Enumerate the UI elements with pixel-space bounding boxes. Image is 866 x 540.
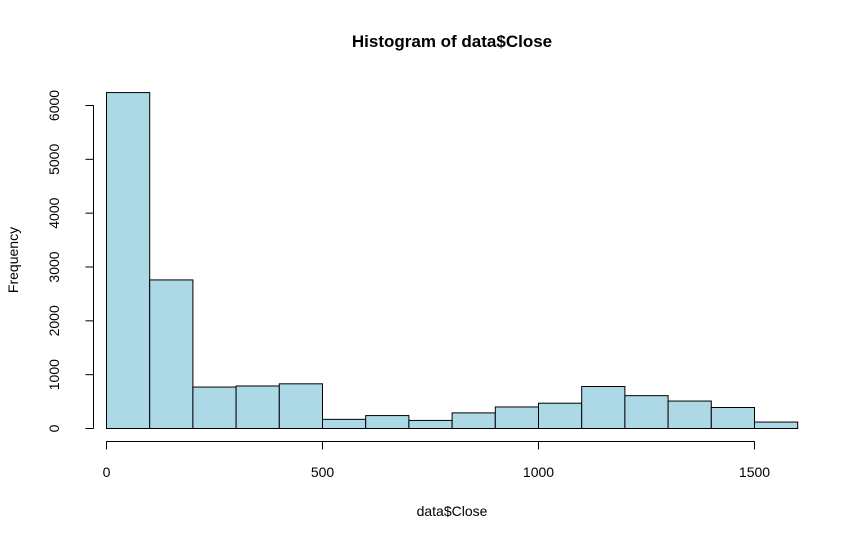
- histogram-bar-12: [624, 395, 669, 429]
- y-tick-label: 6000: [46, 90, 62, 121]
- x-axis-label: data$Close: [417, 503, 488, 519]
- histogram-bar-11: [581, 386, 626, 430]
- x-axis: 0 500 1000 1500: [103, 441, 770, 480]
- histogram-bar-13: [667, 400, 712, 430]
- chart-title: Histogram of data$Close: [352, 32, 552, 51]
- histogram-bar-3: [235, 385, 280, 430]
- x-tick-label: 0: [103, 464, 111, 480]
- histogram-bar-6: [365, 415, 410, 429]
- bars-group: [106, 92, 799, 430]
- histogram-bar-10: [538, 402, 583, 429]
- histogram-bar-14: [710, 407, 755, 430]
- y-tick-label: 2000: [46, 305, 62, 336]
- x-tick-label: 500: [311, 464, 335, 480]
- y-tick-label: 1000: [46, 359, 62, 390]
- histogram-bar-8: [451, 412, 496, 430]
- histogram-bar-7: [408, 419, 453, 429]
- histogram-bar-9: [494, 406, 539, 430]
- histogram-bar-15: [754, 421, 799, 430]
- histogram-bar-0: [106, 92, 151, 430]
- histogram-bar-4: [278, 383, 323, 429]
- x-tick-label: 1000: [523, 464, 554, 480]
- y-axis-label: Frequency: [5, 227, 21, 293]
- y-tick-label: 0: [46, 424, 62, 432]
- histogram-bar-5: [322, 418, 367, 429]
- y-axis: 0 1000 2000 3000 4000 5000 6000: [46, 90, 94, 432]
- histogram-bar-2: [192, 386, 237, 430]
- y-tick-label: 4000: [46, 197, 62, 228]
- y-tick-label: 3000: [46, 251, 62, 282]
- histogram-bar-1: [149, 279, 194, 430]
- x-tick-label: 1500: [739, 464, 770, 480]
- y-tick-label: 5000: [46, 144, 62, 175]
